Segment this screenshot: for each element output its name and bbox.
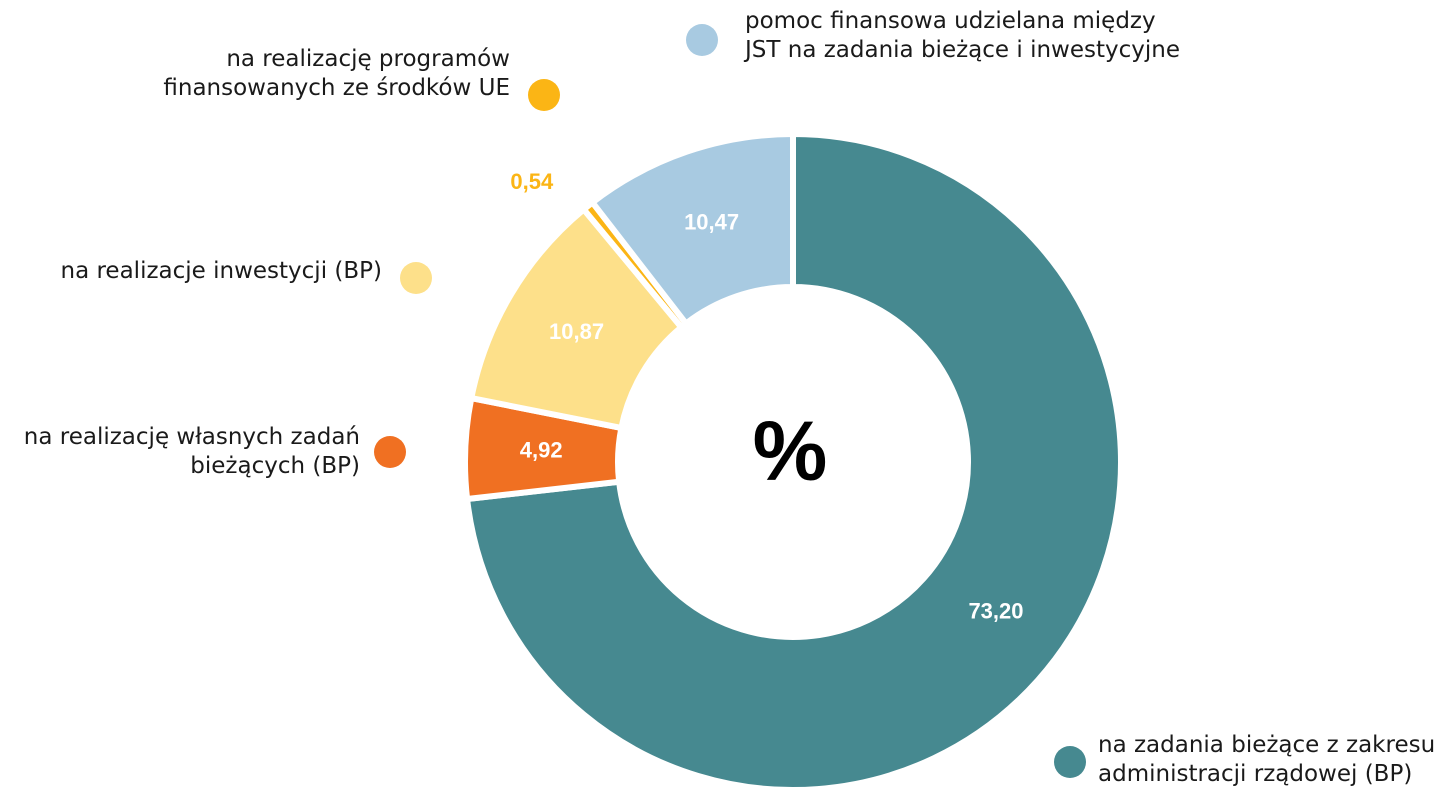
value-label: 10,47 — [684, 209, 739, 234]
value-label: 73,20 — [968, 599, 1023, 624]
legend-label: na realizację programów finansowanych ze… — [163, 46, 510, 101]
legend-swatch — [528, 79, 560, 111]
center-label: % — [753, 404, 828, 498]
value-label: 4,92 — [520, 437, 563, 462]
legend-swatch — [686, 24, 718, 56]
legend-label: na realizację własnych zadań bieżących (… — [23, 424, 360, 479]
legend-label: na realizacje inwestycji (BP) — [60, 258, 383, 284]
legend-swatch — [400, 262, 432, 294]
legend-swatch — [374, 436, 406, 468]
value-label: 0,54 — [510, 169, 554, 194]
value-label: 10,87 — [549, 319, 604, 344]
donut-slice — [463, 130, 1124, 789]
legend-swatch — [1054, 746, 1086, 778]
legend-label: pomoc finansowa udzielana między JST na … — [745, 8, 1180, 63]
donut-slice — [588, 130, 796, 328]
legend-label: na zadania bieżące z zakresu administrac… — [1098, 732, 1436, 787]
